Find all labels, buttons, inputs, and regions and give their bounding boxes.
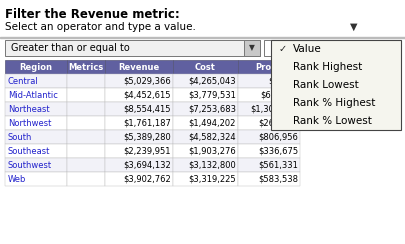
Bar [237, 144, 299, 158]
Bar [270, 40, 400, 130]
Bar [237, 130, 299, 144]
Text: Value: Value [292, 44, 321, 54]
Text: Mid-Atlantic: Mid-Atlantic [8, 91, 58, 100]
Bar [105, 60, 173, 74]
Text: Northwest: Northwest [8, 119, 51, 128]
Text: $1,494,202: $1,494,202 [188, 119, 235, 128]
Text: $8,554,415: $8,554,415 [123, 104, 171, 113]
Bar [105, 102, 173, 116]
Bar [237, 102, 299, 116]
Bar [173, 60, 237, 74]
Bar [67, 158, 105, 172]
Text: $3,902,762: $3,902,762 [123, 174, 171, 183]
Text: Rank Lowest: Rank Lowest [292, 80, 358, 90]
Text: $583,538: $583,538 [257, 174, 297, 183]
Bar [173, 158, 237, 172]
Bar [5, 102, 67, 116]
Text: $3,779,531: $3,779,531 [188, 91, 235, 100]
Text: $3,694,132: $3,694,132 [123, 161, 171, 170]
Bar [67, 144, 105, 158]
Bar [243, 40, 259, 56]
Text: Greater than or equal to: Greater than or equal to [11, 43, 130, 53]
Text: Central: Central [8, 77, 38, 85]
Text: $1,761,187: $1,761,187 [123, 119, 171, 128]
Text: Revenue: Revenue [118, 62, 159, 71]
Text: Select an operator and type a value.: Select an operator and type a value. [5, 22, 195, 32]
Bar [5, 74, 67, 88]
Bar [5, 172, 67, 186]
Bar [5, 158, 67, 172]
Bar [5, 60, 67, 74]
Text: Rank Highest: Rank Highest [292, 62, 361, 72]
Text: $336,675: $336,675 [257, 146, 297, 155]
Text: South: South [8, 132, 32, 142]
Bar [173, 116, 237, 130]
Text: Rank % Lowest: Rank % Lowest [292, 116, 371, 126]
Text: $673,0…: $673,0… [260, 91, 297, 100]
Bar [67, 172, 105, 186]
Text: Region: Region [19, 62, 52, 71]
Bar [5, 130, 67, 144]
Text: Metrics: Metrics [68, 62, 103, 71]
Text: $2,239,951: $2,239,951 [123, 146, 171, 155]
Bar [173, 102, 237, 116]
Bar [105, 88, 173, 102]
Bar [105, 172, 173, 186]
Text: $764,3: $764,3 [268, 77, 297, 85]
Bar [237, 74, 299, 88]
Text: ▼: ▼ [248, 43, 254, 52]
Text: Southwest: Southwest [8, 161, 52, 170]
Text: $806,956: $806,956 [258, 132, 297, 142]
Text: $5,389,280: $5,389,280 [123, 132, 171, 142]
Text: Rank % Highest: Rank % Highest [292, 98, 375, 108]
Text: $5,029,366: $5,029,366 [123, 77, 171, 85]
Text: Southeast: Southeast [8, 146, 50, 155]
Text: $561,331: $561,331 [258, 161, 297, 170]
Bar [173, 74, 237, 88]
Bar [67, 130, 105, 144]
Text: $1,300,732: $1,300,732 [249, 104, 297, 113]
Bar [105, 74, 173, 88]
Text: Web: Web [8, 174, 26, 183]
Bar [105, 130, 173, 144]
Bar [173, 88, 237, 102]
Text: $3,319,225: $3,319,225 [188, 174, 235, 183]
Text: $3,132,800: $3,132,800 [188, 161, 235, 170]
Text: $4,265,043: $4,265,043 [188, 77, 235, 85]
Bar [237, 88, 299, 102]
Text: Profit: Profit [255, 62, 282, 71]
Text: $266,986: $266,986 [257, 119, 297, 128]
Bar [67, 60, 105, 74]
Bar [5, 144, 67, 158]
Bar [5, 116, 67, 130]
Bar [173, 144, 237, 158]
Bar [237, 172, 299, 186]
Text: ▼: ▼ [349, 22, 357, 32]
Text: $7,253,683: $7,253,683 [188, 104, 235, 113]
Bar [67, 102, 105, 116]
Bar [105, 158, 173, 172]
Text: Northeast: Northeast [8, 104, 49, 113]
Bar [173, 130, 237, 144]
Text: $1,903,276: $1,903,276 [188, 146, 235, 155]
Bar [173, 172, 237, 186]
Bar [67, 116, 105, 130]
Bar [237, 116, 299, 130]
Text: Cost: Cost [194, 62, 215, 71]
Text: ✓: ✓ [278, 44, 286, 54]
Text: $4,582,324: $4,582,324 [188, 132, 235, 142]
Bar [0, 37, 405, 38]
Bar [105, 144, 173, 158]
Bar [67, 74, 105, 88]
Bar [237, 158, 299, 172]
Bar [5, 88, 67, 102]
Text: Filter the Revenue metric:: Filter the Revenue metric: [5, 8, 179, 21]
Bar [67, 88, 105, 102]
Bar [237, 60, 299, 74]
Bar [263, 40, 291, 56]
Text: $4,452,615: $4,452,615 [123, 91, 171, 100]
Bar [105, 116, 173, 130]
Bar [5, 40, 259, 56]
